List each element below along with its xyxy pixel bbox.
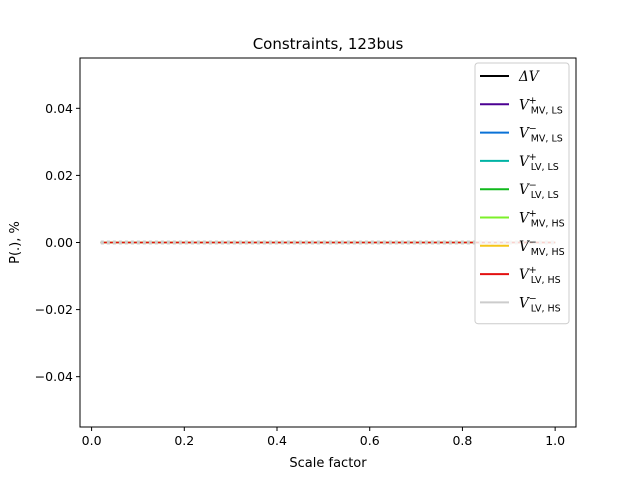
x-axis-label: Scale factor bbox=[289, 456, 367, 471]
legend-label: V+ LV, LS bbox=[519, 152, 559, 173]
x-tick-label: 0.4 bbox=[267, 433, 287, 448]
legend-label: V− MV, HS bbox=[519, 237, 565, 258]
legend-label: ΔV bbox=[518, 69, 540, 85]
y-axis: 0.04 0.02 0.00 −0.02 −0.04 bbox=[35, 101, 80, 384]
x-tick-label: 0.2 bbox=[174, 433, 194, 448]
legend-label: V+ MV, HS bbox=[519, 209, 565, 230]
legend-label: V+ MV, LS bbox=[519, 95, 563, 116]
y-tick-label: 0.00 bbox=[45, 235, 73, 250]
y-tick-label: 0.02 bbox=[45, 168, 73, 183]
legend: ΔV V+ MV, LS V− MV, LS V+ LV, LS V− LV, LS V+ MV, … bbox=[474, 62, 570, 325]
x-tick-label: 0.6 bbox=[360, 433, 380, 448]
chart-title: Constraints, 123bus bbox=[253, 35, 404, 53]
x-axis: 0.0 0.2 0.4 0.6 0.8 1.0 bbox=[82, 427, 565, 448]
legend-label: V− LV, LS bbox=[519, 180, 559, 201]
legend-label: V+ LV, HS bbox=[519, 265, 561, 286]
y-tick-label: −0.04 bbox=[35, 369, 73, 384]
x-tick-label: 0.8 bbox=[452, 433, 472, 448]
y-tick-label: −0.02 bbox=[35, 302, 73, 317]
x-tick-label: 1.0 bbox=[545, 433, 565, 448]
legend-box bbox=[474, 62, 570, 325]
legend-label: V− LV, HS bbox=[519, 293, 561, 314]
legend-label: V− MV, LS bbox=[519, 124, 563, 145]
x-tick-label: 0.0 bbox=[82, 433, 102, 448]
y-tick-label: 0.04 bbox=[45, 101, 73, 116]
y-axis-label: P(.), % bbox=[8, 221, 23, 264]
